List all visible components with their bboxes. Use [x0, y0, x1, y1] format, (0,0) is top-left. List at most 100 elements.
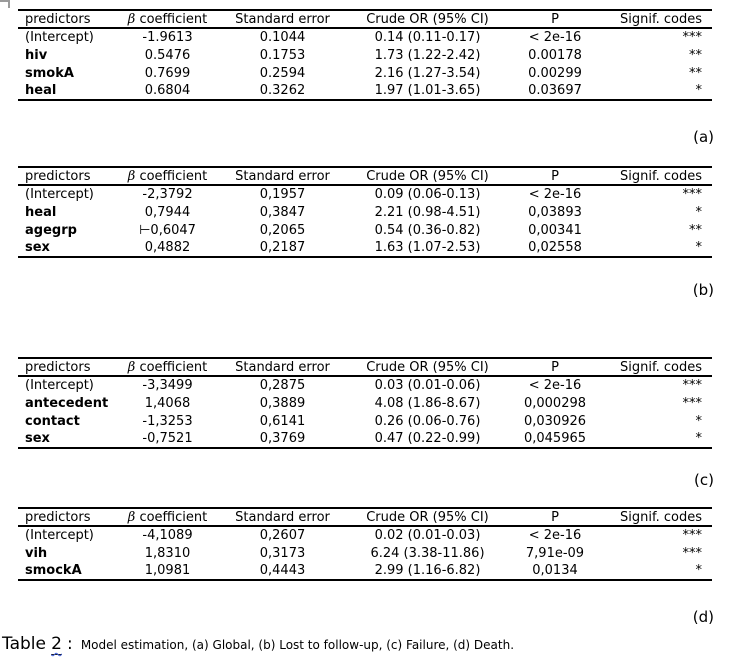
caption-table-number: 2: [51, 634, 62, 654]
col-header-p: P: [551, 168, 559, 184]
p-cell: 0.03697: [528, 83, 582, 98]
beta-word: coefficient: [139, 359, 208, 375]
se-cell: 0.1753: [259, 47, 306, 63]
col-header-predictors: predictors: [25, 509, 91, 525]
se-cell: 0,1957: [259, 187, 306, 202]
col-header-standard-error: Standard error: [235, 11, 330, 27]
subtable-label-c: (c): [694, 471, 714, 489]
sig-cell: ***: [682, 187, 703, 202]
col-header-crude-or: Crude OR (95% CI): [366, 509, 489, 525]
table-header-row: predictors β coefficient Standard error …: [18, 10, 712, 28]
table-row: (Intercept) -3,3499 0,2875 0.03 (0.01-0.…: [18, 376, 712, 394]
sig-cell: *: [695, 204, 703, 220]
se-cell: 0.1044: [259, 30, 306, 45]
predictor-cell: agegrp: [25, 222, 77, 238]
p-cell: 0,00341: [528, 222, 582, 238]
predictor-cell: antecedent: [25, 395, 109, 411]
beta-word: coefficient: [139, 509, 208, 525]
p-cell: 0,030926: [523, 413, 587, 429]
predictor-cell: (Intercept): [25, 528, 94, 543]
or-cell: 0.09 (0.06-0.13): [374, 187, 481, 202]
or-cell: 6.24 (3.38-11.86): [370, 545, 485, 561]
se-cell: 0,4443: [259, 563, 306, 578]
col-header-p: P: [551, 509, 559, 525]
beta-cell: -0,7521: [142, 431, 193, 446]
p-cell: 0,0134: [532, 563, 578, 578]
table-header-row: predictors β coefficient Standard error …: [18, 358, 712, 376]
selection-corner-mark: [0, 0, 10, 8]
col-header-standard-error: Standard error: [235, 168, 330, 184]
table-row: hiv 0.5476 0.1753 1.73 (1.22-2.42) 0.001…: [18, 46, 712, 64]
regression-table-d: predictors β coefficient Standard error …: [18, 507, 712, 581]
predictor-cell: (Intercept): [25, 30, 94, 45]
se-cell: 0,3889: [259, 395, 306, 411]
se-cell: 0,2187: [259, 240, 306, 255]
col-header-beta-coefficient: β coefficient: [120, 10, 215, 28]
beta-cell: -2,3792: [142, 187, 193, 202]
beta-symbol: β: [127, 168, 136, 184]
col-header-crude-or: Crude OR (95% CI): [366, 359, 489, 375]
caption-table-word: Table: [2, 634, 46, 654]
p-cell: 0,045965: [523, 431, 587, 446]
regression-table-a: predictors β coefficient Standard error …: [18, 9, 712, 101]
col-header-predictors: predictors: [25, 11, 91, 27]
se-cell: 0,6141: [259, 413, 306, 429]
se-cell: 0,3847: [259, 204, 306, 220]
col-header-crude-or: Crude OR (95% CI): [366, 168, 489, 184]
col-header-beta-coefficient: β coefficient: [120, 358, 215, 376]
p-cell: 7,91e-09: [525, 545, 585, 561]
se-cell: 0,3173: [259, 545, 306, 561]
table-row: sex -0,7521 0,3769 0.47 (0.22-0.99) 0,04…: [18, 430, 712, 448]
table-row: (Intercept) -1.9613 0.1044 0.14 (0.11-0.…: [18, 28, 712, 46]
sig-cell: *: [695, 83, 703, 98]
table-header-row: predictors β coefficient Standard error …: [18, 508, 712, 526]
beta-cell: -4,1089: [142, 528, 193, 543]
sig-cell: *: [695, 431, 703, 446]
table-header-row: predictors β coefficient Standard error …: [18, 167, 712, 185]
beta-cell: 0.5476: [144, 47, 191, 63]
col-header-p: P: [551, 359, 559, 375]
caption-text: Model estimation, (a) Global, (b) Lost t…: [80, 638, 515, 652]
table-row: antecedent 1,4068 0,3889 4.08 (1.86-8.67…: [18, 394, 712, 412]
table-row: smokA 0.7699 0.2594 2.16 (1.27-3.54) 0.0…: [18, 64, 712, 82]
regression-table-b: predictors β coefficient Standard error …: [18, 166, 712, 258]
table-row: (Intercept) -4,1089 0,2607 0.02 (0.01-0.…: [18, 526, 712, 544]
or-cell: 2.99 (1.16-6.82): [374, 563, 481, 578]
p-cell: 0,000298: [523, 395, 587, 411]
col-header-predictors: predictors: [25, 168, 91, 184]
predictor-cell: smokA: [25, 65, 74, 81]
sig-cell: **: [689, 222, 702, 238]
table-row: contact -1,3253 0,6141 0.26 (0.06-0.76) …: [18, 412, 712, 430]
or-cell: 0.54 (0.36-0.82): [374, 222, 481, 238]
se-cell: 0,2065: [259, 222, 306, 238]
se-cell: 0,2875: [259, 378, 306, 393]
beta-cell: 0,4882: [144, 240, 191, 255]
table-row: (Intercept) -2,3792 0,1957 0.09 (0.06-0.…: [18, 185, 712, 203]
table-row: heal 0.6804 0.3262 1.97 (1.01-3.65) 0.03…: [18, 82, 712, 100]
or-cell: 4.08 (1.86-8.67): [374, 395, 481, 411]
sig-cell: ***: [682, 395, 703, 411]
predictor-cell: sex: [25, 431, 50, 446]
sig-cell: ***: [682, 378, 703, 393]
p-cell: < 2e-16: [528, 187, 582, 202]
beta-cell: -1,3253: [142, 413, 193, 429]
or-cell: 1.73 (1.22-2.42): [374, 47, 481, 63]
p-cell: 0.00299: [528, 65, 582, 81]
beta-cell: 1,4068: [144, 395, 191, 411]
predictor-cell: hiv: [25, 47, 48, 63]
sig-cell: **: [689, 65, 702, 81]
sig-cell: *: [695, 240, 703, 255]
col-header-predictors: predictors: [25, 359, 91, 375]
or-cell: 0.02 (0.01-0.03): [374, 528, 481, 543]
col-header-standard-error: Standard error: [235, 509, 330, 525]
beta-cell: 1,8310: [144, 545, 191, 561]
or-cell: 1.97 (1.01-3.65): [374, 83, 481, 98]
p-cell: < 2e-16: [528, 528, 582, 543]
or-cell: 2.16 (1.27-3.54): [374, 65, 481, 81]
se-cell: 0,3769: [259, 431, 306, 446]
beta-cell: ⊢0,6047: [139, 222, 196, 238]
beta-cell: 0.6804: [144, 83, 191, 98]
sig-cell: ***: [682, 30, 703, 45]
subtable-label-b: (b): [692, 281, 714, 299]
sig-cell: *: [695, 413, 703, 429]
